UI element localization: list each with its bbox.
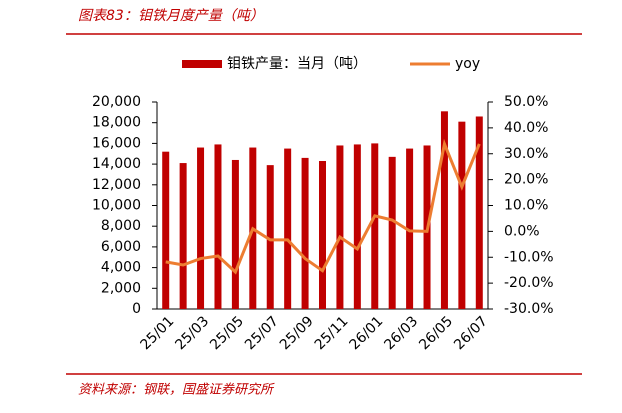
- bar: [214, 144, 222, 309]
- bar: [353, 144, 361, 309]
- x-tick-label: 25/05: [207, 313, 247, 353]
- y-tick-label: 12,000: [92, 177, 141, 193]
- line: [165, 138, 481, 275]
- legend-label: yoy: [455, 56, 480, 72]
- x-tick-label: 26/03: [381, 313, 421, 353]
- y2-tick-label: 30.0%: [504, 146, 548, 162]
- y-tick-label: 18,000: [92, 115, 141, 131]
- x-tick-label: 25/03: [172, 313, 212, 353]
- bar: [371, 143, 379, 309]
- x-tick-label: 25/11: [312, 313, 352, 353]
- legend-swatch: [182, 60, 222, 68]
- y-tick-label: 16,000: [92, 135, 141, 151]
- bar: [197, 147, 205, 309]
- bar: [162, 151, 170, 309]
- y-tick-label: 2,000: [101, 280, 141, 296]
- y-tick-label: 8,000: [101, 218, 141, 234]
- x-tick-label: 26/01: [347, 313, 387, 353]
- bar: [475, 116, 483, 310]
- y2-tick-label: 0.0%: [504, 223, 540, 239]
- y-tick-label: 0: [132, 301, 141, 317]
- y2-tick-label: -10.0%: [504, 249, 554, 265]
- x-tick-label: 25/01: [138, 313, 178, 353]
- x-tick-label: 26/07: [451, 313, 491, 353]
- bar: [179, 163, 187, 309]
- y2-tick-label: 20.0%: [504, 172, 548, 188]
- bar: [266, 165, 274, 309]
- y-tick-label: 6,000: [101, 239, 141, 255]
- bar: [458, 121, 466, 309]
- bar: [440, 111, 448, 309]
- legend-label: 钼铁产量：当月（吨）: [227, 56, 367, 72]
- bar: [388, 156, 396, 309]
- bar: [336, 145, 344, 309]
- bar: [406, 148, 414, 309]
- x-tick-label: 25/09: [277, 313, 317, 353]
- y-tick-label: 10,000: [92, 198, 141, 214]
- y-tick-label: 4,000: [101, 260, 141, 276]
- y2-tick-label: 40.0%: [504, 120, 548, 136]
- bar: [319, 160, 326, 309]
- y-tick-label: 14,000: [92, 156, 141, 172]
- chart-title: 图表83：钼铁月度产量（吨）: [78, 8, 264, 24]
- source: 资料来源：钢联，国盛证券研究所: [78, 382, 275, 398]
- bar: [231, 159, 239, 309]
- y2-tick-label: 10.0%: [504, 198, 548, 214]
- x-tick-label: 26/05: [416, 313, 456, 353]
- y2-tick-label: 50.0%: [504, 94, 548, 110]
- y-tick-label: 20,000: [92, 94, 141, 110]
- bar: [284, 148, 292, 309]
- bar: [301, 157, 309, 309]
- y2-tick-label: -30.0%: [504, 301, 554, 317]
- x-tick-label: 25/07: [242, 313, 282, 353]
- y2-tick-label: -20.0%: [504, 275, 554, 291]
